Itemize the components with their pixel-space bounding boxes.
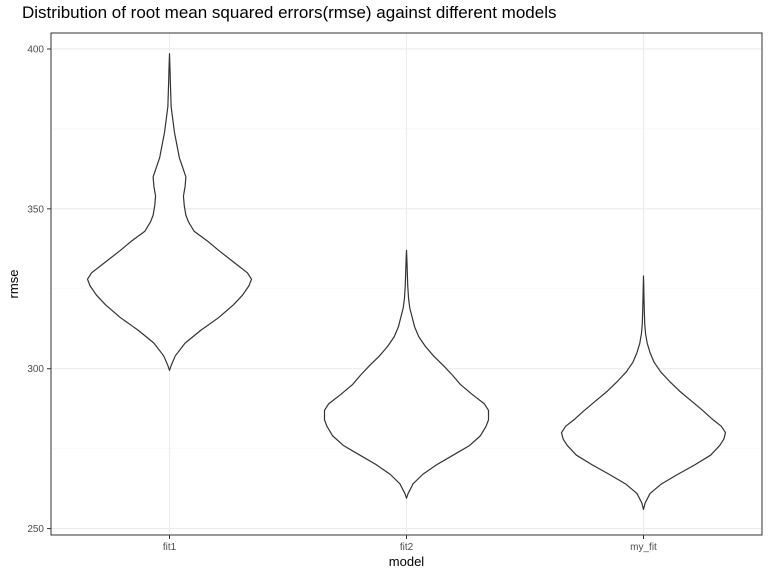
y-tick-label: 300 [27,364,44,375]
chart-title: Distribution of root mean squared errors… [22,3,557,22]
violin-my_fit [560,275,727,511]
y-axis-title: rmse [6,270,21,299]
y-tick-label: 400 [27,44,44,55]
x-axis: fit1 fit2 my_fit [163,535,657,553]
y-axis: 250 300 350 400 [27,44,51,535]
y-tick-label: 250 [27,524,44,535]
x-tick-label: fit2 [400,542,414,553]
x-tick-label: my_fit [630,542,657,553]
y-tick-label: 350 [27,204,44,215]
violin-fit1 [86,53,253,371]
x-tick-label: fit1 [163,542,177,553]
x-axis-title: model [389,554,425,569]
violins [86,53,727,511]
violin-fit2 [323,249,490,499]
